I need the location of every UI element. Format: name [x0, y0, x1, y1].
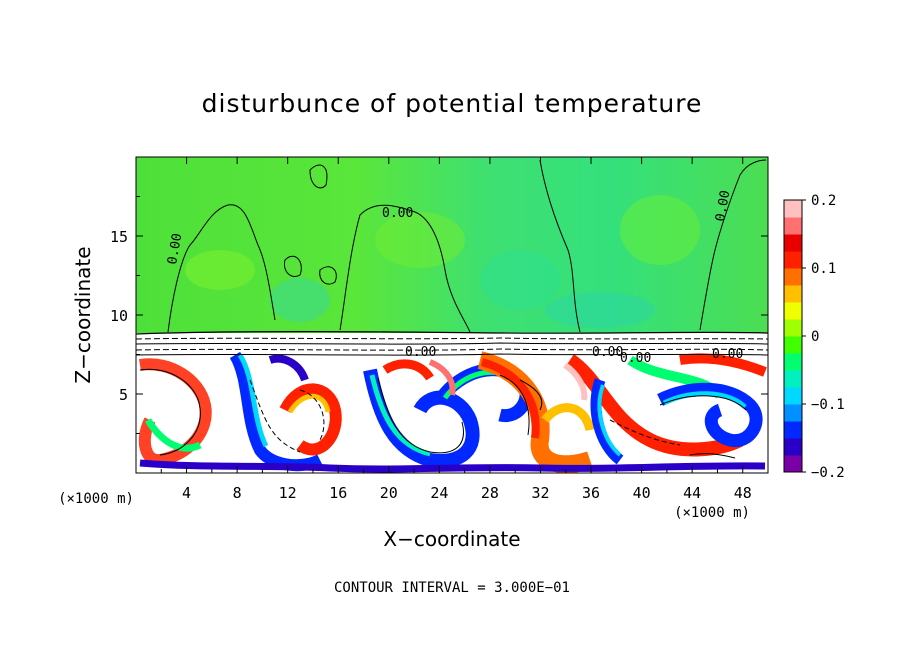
contour-label: 0.00: [713, 189, 733, 222]
contour-interval-note: CONTOUR INTERVAL = 3.000E−01: [334, 580, 570, 596]
y-axis: 5 10 15: [110, 196, 768, 434]
colorbar-tick-label: −0.1: [811, 397, 845, 413]
x-tick-label: 28: [481, 484, 499, 502]
contour-lines: [136, 159, 768, 459]
contour-label: 0.00: [405, 345, 436, 360]
colorbar-swatch: [784, 455, 802, 473]
contour-label: 0.00: [165, 232, 185, 265]
contour-label: 0.00: [620, 351, 651, 366]
y-tick-label: 10: [110, 307, 128, 325]
colorbar-swatch: [784, 285, 802, 303]
upper-patches: [185, 195, 700, 328]
colorbar-swatch: [784, 302, 802, 320]
contour-label: 0.00: [382, 206, 413, 221]
x-tick-label: 32: [531, 484, 549, 502]
colorbar-swatch: [784, 234, 802, 252]
chart-title: disturbunce of potential temperature: [202, 89, 703, 118]
y-unit-label: (×1000 m): [58, 491, 134, 507]
x-tick-label: 44: [683, 484, 701, 502]
colorbar-swatch: [784, 200, 802, 218]
colorbar-swatch: [784, 268, 802, 286]
colorbar: 0.2 0.1 0 −0.1 −0.2: [783, 193, 845, 481]
x-tick-label: 48: [734, 484, 752, 502]
x-axis-label: X−coordinate: [383, 527, 520, 551]
colorbar-swatch: [784, 251, 802, 269]
x-axis: 4 8 12 16 20 24 28 32 36 40 44 48: [160, 157, 752, 502]
y-tick-label: 5: [119, 386, 128, 404]
colorbar-tick-label: 0.2: [811, 193, 836, 209]
colorbar-swatch: [784, 438, 802, 456]
x-tick-label: 20: [380, 484, 398, 502]
x-tick-label: 12: [279, 484, 297, 502]
plot-area: 0.00 0.00 0.00 0.00 0.00 0.00 0.00: [136, 157, 768, 473]
x-tick-label: 36: [582, 484, 600, 502]
y-tick-label: 15: [110, 228, 128, 246]
contour-value-labels: 0.00 0.00 0.00 0.00 0.00 0.00 0.00: [165, 189, 743, 366]
colorbar-swatch: [784, 404, 802, 422]
colorbar-swatch: [784, 319, 802, 337]
y-axis-label: Z−coordinate: [71, 246, 95, 383]
contour-label: 0.00: [712, 347, 743, 362]
colorbar-swatch: [784, 370, 802, 388]
contour-label: 0.00: [592, 345, 623, 360]
colorbar-tick-label: 0: [811, 329, 819, 345]
colorbar-swatch: [784, 421, 802, 439]
colorbar-swatch: [784, 353, 802, 371]
x-tick-label: 40: [633, 484, 651, 502]
x-tick-label: 24: [430, 484, 448, 502]
colorbar-tick-label: 0.1: [811, 261, 836, 277]
colorbar-swatch: [784, 336, 802, 354]
x-tick-label: 8: [233, 484, 242, 502]
colorbar-swatch: [784, 217, 802, 235]
colorbar-swatch: [784, 387, 802, 405]
colorbar-tick-label: −0.2: [811, 465, 845, 481]
x-tick-label: 4: [182, 484, 191, 502]
x-unit-label: (×1000 m): [674, 505, 750, 521]
eddy-field: [138, 351, 767, 473]
x-tick-label: 16: [329, 484, 347, 502]
